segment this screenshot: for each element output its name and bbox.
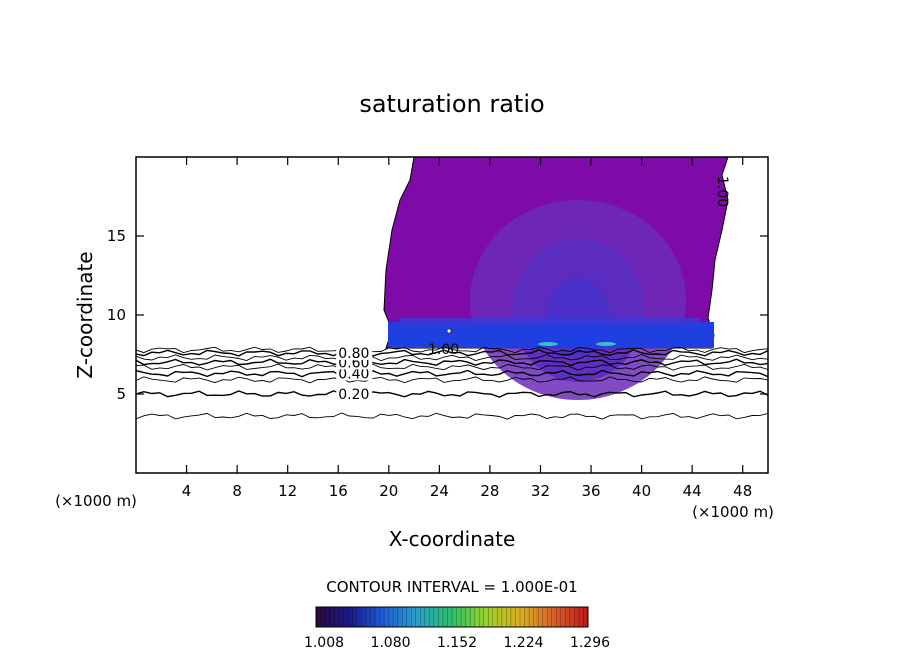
colorbar-tick-label: 1.008	[304, 635, 344, 651]
contour-line	[136, 346, 768, 354]
region-label-1: 1.00	[428, 342, 459, 358]
contour-line	[136, 349, 768, 357]
x-tick-label: 36	[581, 482, 600, 500]
contour-line	[136, 363, 768, 371]
x-tick-label: 8	[232, 482, 242, 500]
x-tick-label: 48	[733, 482, 752, 500]
x-tick-label: 44	[683, 482, 702, 500]
contour-lines	[136, 346, 768, 420]
contour-line	[136, 354, 768, 362]
contour-label-bg	[336, 345, 373, 360]
colorbar-tick-label: 1.152	[437, 635, 477, 651]
contour-line	[136, 390, 768, 398]
z-unit-label: (×1000 m)	[55, 492, 137, 510]
x-tick-label: 24	[430, 482, 449, 500]
chart-title: saturation ratio	[359, 90, 544, 118]
region-hotspot-1	[538, 342, 558, 346]
filled-region	[383, 157, 729, 400]
x-tick-label: 12	[278, 482, 297, 500]
region-dot	[446, 328, 452, 334]
contour-label-bg	[336, 387, 373, 401]
x-tick-label: 4	[182, 482, 192, 500]
x-tick-label: 28	[480, 482, 499, 500]
contour-line	[136, 376, 768, 384]
y-axis-label: Z-coordinate	[73, 251, 97, 378]
colorbar-tick-label: 1.224	[503, 635, 543, 651]
colorbar-tick-label: 1.080	[370, 635, 410, 651]
colorbar-tick-label: 1.296	[570, 635, 610, 651]
contour-label: 0.20	[338, 387, 369, 403]
contour-label: 0.40	[338, 366, 369, 382]
colorbar-stripes	[320, 607, 584, 627]
contour-line	[136, 358, 768, 367]
x-tick-label: 40	[632, 482, 651, 500]
y-axis-ticks: 5 10 15	[107, 227, 768, 403]
region-hotspot-2	[596, 342, 616, 346]
x-tick-label: 16	[329, 482, 348, 500]
contour-label-bg	[336, 366, 373, 381]
y-tick-label: 15	[107, 227, 126, 245]
y-tick-label: 10	[107, 306, 126, 324]
colorbar: 1.008 1.080 1.152 1.224 1.296	[304, 606, 610, 651]
x-tick-label: 32	[531, 482, 550, 500]
region-label-2: 1.00	[714, 176, 730, 207]
colorbar-ticks: 1.008 1.080 1.152 1.224 1.296	[304, 635, 610, 651]
contour-line	[136, 369, 768, 378]
y-tick-label: 5	[116, 385, 126, 403]
x-axis-ticks: 4 8 12 16 20 24 28 32 36 40 44 48	[182, 157, 752, 500]
contour-interval-text: CONTOUR INTERVAL = 1.000E-01	[326, 578, 577, 596]
region-base-top	[400, 318, 700, 326]
x-axis-label: X-coordinate	[389, 527, 516, 551]
x-tick-label: 20	[379, 482, 398, 500]
contour-label: 0.80	[338, 346, 369, 362]
contour-labels: 0.200.400.600.80	[336, 345, 373, 403]
x-unit-label: (×1000 m)	[692, 503, 774, 521]
contour-line	[136, 412, 768, 420]
